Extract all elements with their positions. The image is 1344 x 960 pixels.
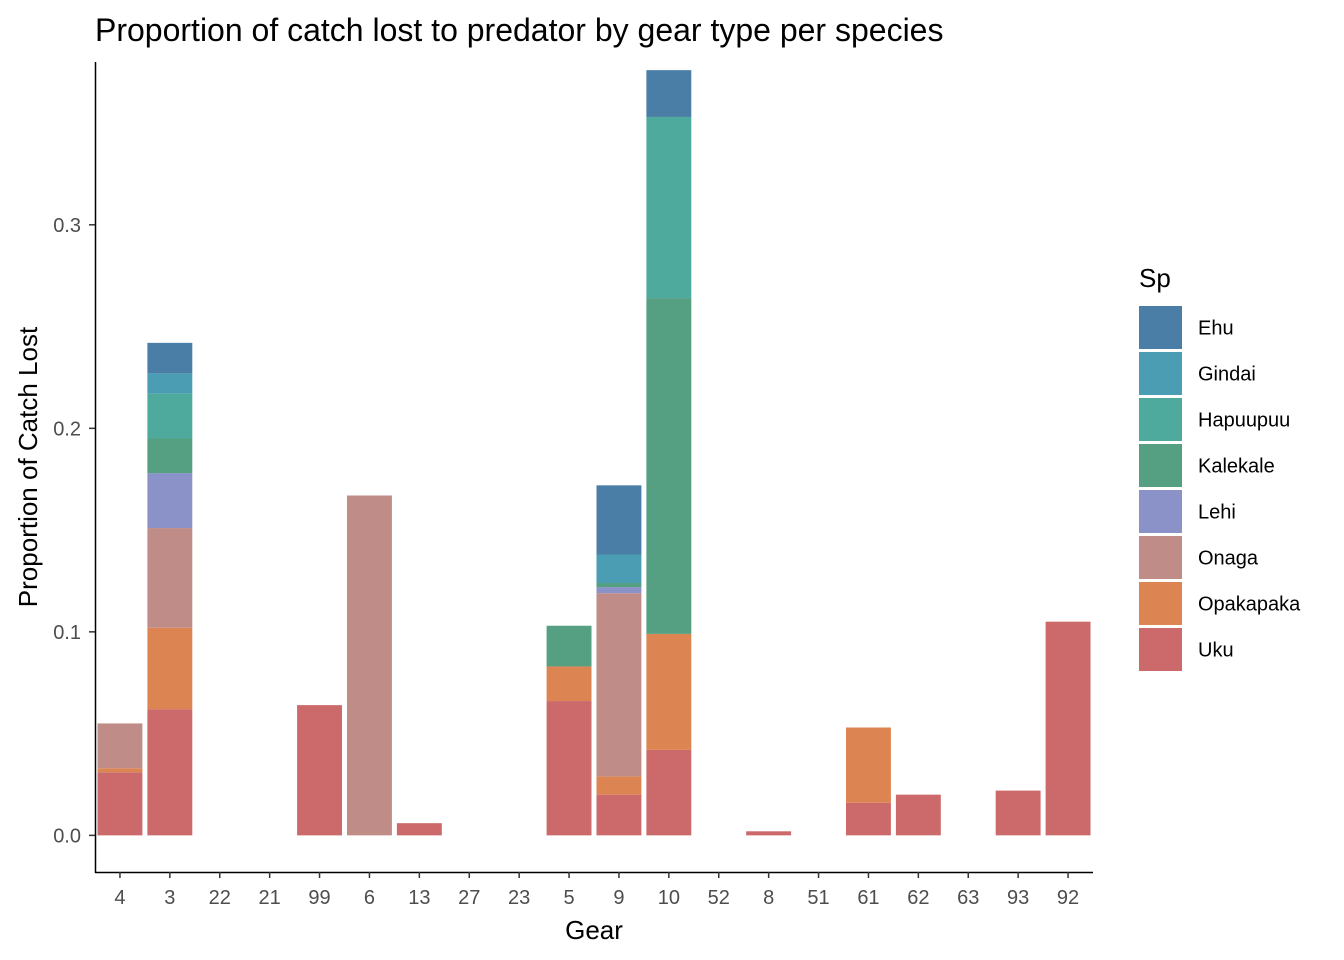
y-tick-label-0-3: 0.3 — [53, 215, 81, 237]
bar-gear-8-uku — [746, 831, 792, 836]
x-tick-label-13: 13 — [408, 887, 430, 909]
chart-title: Proportion of catch lost to predator by … — [95, 12, 943, 48]
legend-key-gindai — [1139, 352, 1182, 395]
x-tick-label-10: 10 — [658, 887, 680, 909]
x-tick-label-3: 3 — [164, 887, 175, 909]
legend-label-opakapaka: Opakapaka — [1198, 594, 1301, 616]
x-tick-label-62: 62 — [907, 887, 929, 909]
x-axis-title: Gear — [565, 915, 623, 945]
bar-gear-9-ehu — [596, 485, 642, 555]
x-tick-label-27: 27 — [458, 887, 480, 909]
bar-gear-9-gindai — [596, 554, 642, 583]
bar-gear-5-opakapaka — [546, 666, 592, 702]
bar-gear-92-uku — [1045, 621, 1091, 836]
x-tick-label-9: 9 — [613, 887, 624, 909]
x-tick-label-8: 8 — [763, 887, 774, 909]
bar-gear-61-uku — [845, 802, 891, 836]
y-tick-label-0-1: 0.1 — [53, 622, 81, 644]
bar-gear-10-kalekale — [646, 298, 692, 634]
bar-gear-13-uku — [396, 823, 442, 836]
x-tick-label-21: 21 — [259, 887, 281, 909]
x-tick-label-92: 92 — [1057, 887, 1079, 909]
x-tick-label-63: 63 — [957, 887, 979, 909]
bar-gear-3-gindai — [147, 373, 193, 394]
x-ticks-group: 4 3 22 21 99 6 13 27 23 5 9 10 52 8 51 61 62 63 93 92 — [114, 872, 1079, 909]
legend-key-hapuupuu — [1139, 398, 1182, 441]
legend-title: Sp — [1139, 263, 1171, 293]
legend-key-onaga — [1139, 536, 1182, 579]
bar-gear-5-uku — [546, 701, 592, 836]
legend-key-uku — [1139, 628, 1182, 671]
bar-gear-10-opakapaka — [646, 633, 692, 750]
bar-gear-4-opakapaka — [97, 768, 143, 773]
bar-gear-9-lehi — [596, 587, 642, 594]
bar-gear-10-hapuupuu — [646, 116, 692, 299]
bar-gear-3-ehu — [147, 342, 193, 374]
legend-label-ehu: Ehu — [1198, 318, 1234, 340]
legend-label-onaga: Onaga — [1198, 548, 1259, 570]
bar-gear-3-uku — [147, 709, 193, 836]
bar-gear-3-onaga — [147, 528, 193, 628]
x-tick-label-51: 51 — [807, 887, 829, 909]
legend-label-kalekale: Kalekale — [1198, 456, 1275, 478]
legend: Ehu Gindai Hapuupuu Kalekale Lehi Onaga Opakap… — [1139, 306, 1301, 671]
y-axis-title: Proportion of Catch Lost — [13, 326, 43, 607]
bar-gear-3-kalekale — [147, 438, 193, 474]
bar-gear-9-onaga — [596, 593, 642, 777]
x-tick-label-23: 23 — [508, 887, 530, 909]
bar-gear-10-uku — [646, 749, 692, 836]
x-tick-label-99: 99 — [308, 887, 330, 909]
legend-label-uku: Uku — [1198, 640, 1234, 662]
y-tick-label-0-0: 0.0 — [53, 825, 81, 847]
y-ticks-group: 0.0 0.1 0.2 0.3 — [53, 215, 95, 847]
bar-gear-9-uku — [596, 794, 642, 836]
x-tick-label-6: 6 — [364, 887, 375, 909]
legend-key-kalekale — [1139, 444, 1182, 487]
bar-gear-4-uku — [97, 772, 143, 836]
legend-key-lehi — [1139, 490, 1182, 533]
bars-group — [97, 70, 1091, 836]
bar-gear-99-uku — [297, 705, 342, 836]
bar-gear-93-uku — [995, 790, 1041, 836]
x-tick-label-4: 4 — [114, 887, 125, 909]
legend-key-opakapaka — [1139, 582, 1182, 625]
y-tick-label-0-2: 0.2 — [53, 418, 81, 440]
bar-gear-9-opakapaka — [596, 776, 642, 795]
x-tick-label-93: 93 — [1007, 887, 1029, 909]
bar-gear-61-opakapaka — [845, 727, 891, 803]
x-tick-label-22: 22 — [209, 887, 231, 909]
bar-gear-3-hapuupuu — [147, 393, 193, 439]
legend-key-ehu — [1139, 306, 1182, 349]
x-tick-label-5: 5 — [563, 887, 574, 909]
legend-label-lehi: Lehi — [1198, 502, 1236, 524]
legend-label-hapuupuu: Hapuupuu — [1198, 410, 1290, 432]
bar-gear-3-opakapaka — [147, 627, 193, 710]
bar-gear-3-lehi — [147, 473, 193, 529]
bar-gear-6-onaga — [347, 495, 392, 836]
bar-gear-5-kalekale — [546, 625, 592, 667]
legend-label-gindai: Gindai — [1198, 364, 1256, 386]
bar-gear-10-ehu — [646, 70, 692, 117]
x-tick-label-61: 61 — [857, 887, 879, 909]
bar-gear-9-kalekale — [596, 583, 642, 588]
x-tick-label-52: 52 — [708, 887, 730, 909]
bar-gear-4-onaga — [97, 723, 143, 769]
bar-gear-62-uku — [895, 794, 941, 836]
